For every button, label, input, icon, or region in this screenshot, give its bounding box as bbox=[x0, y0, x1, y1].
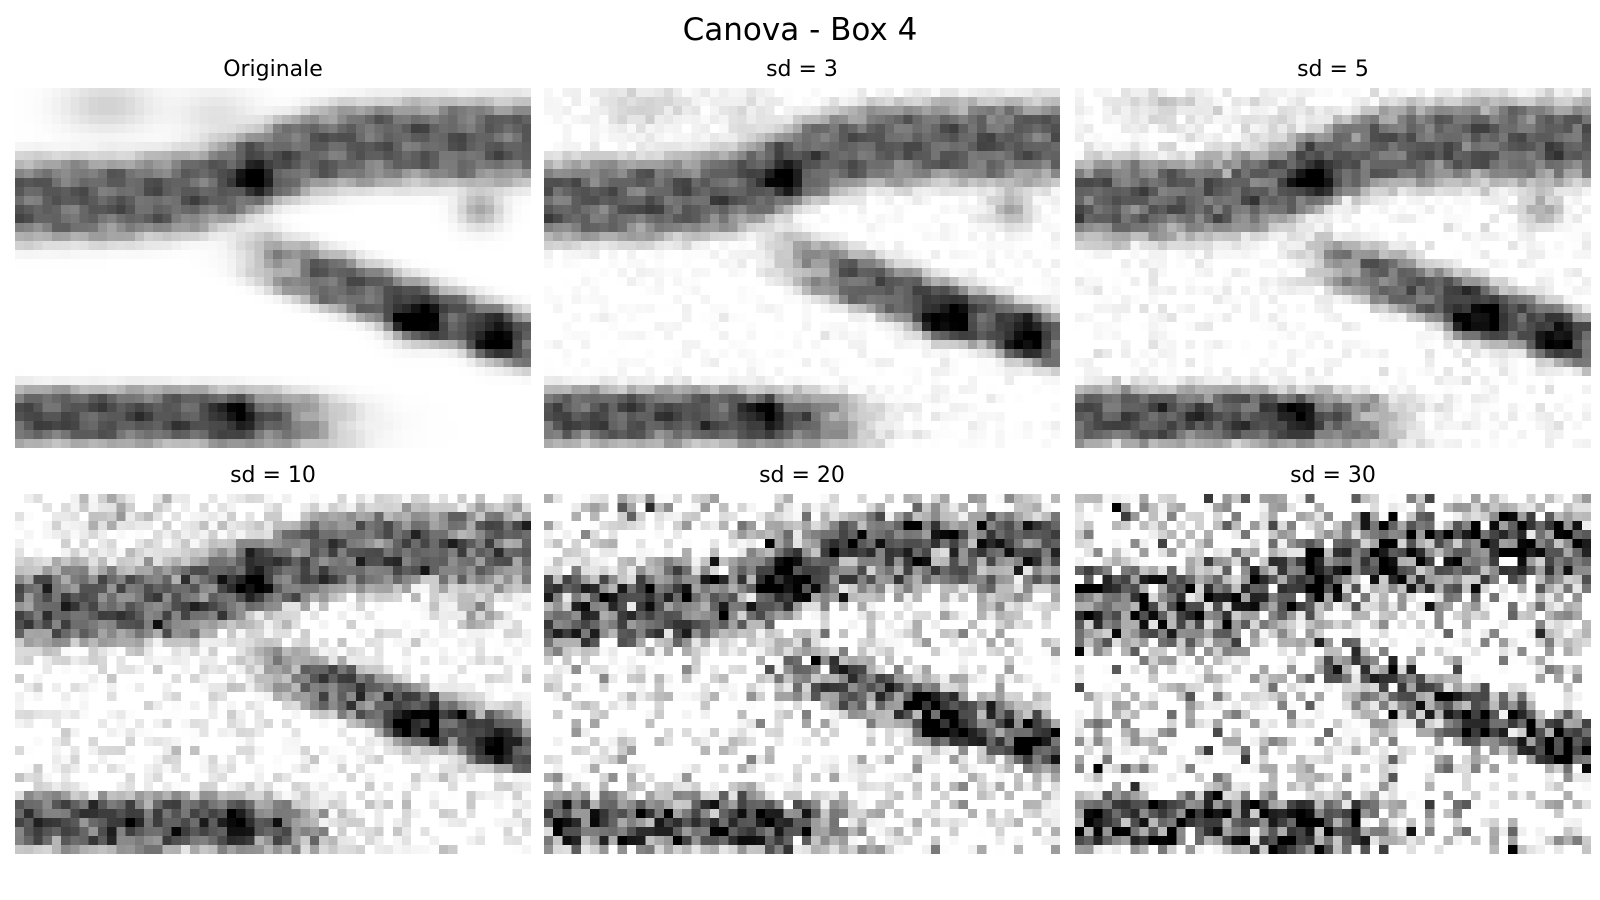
image-sd-30 bbox=[1075, 494, 1591, 854]
panel-title: sd = 5 bbox=[1297, 57, 1369, 82]
image-sd-5 bbox=[1075, 88, 1591, 448]
panel-title: sd = 20 bbox=[759, 463, 845, 488]
image-sd-3 bbox=[544, 88, 1060, 448]
image-sd-20 bbox=[544, 494, 1060, 854]
panel-title: sd = 30 bbox=[1290, 463, 1376, 488]
panel-title: sd = 10 bbox=[230, 463, 316, 488]
image-original bbox=[15, 88, 531, 448]
panel-title: Originale bbox=[223, 57, 323, 82]
figure-title: Canova - Box 4 bbox=[682, 12, 918, 48]
panel-title: sd = 3 bbox=[766, 57, 838, 82]
image-sd-10 bbox=[15, 494, 531, 854]
